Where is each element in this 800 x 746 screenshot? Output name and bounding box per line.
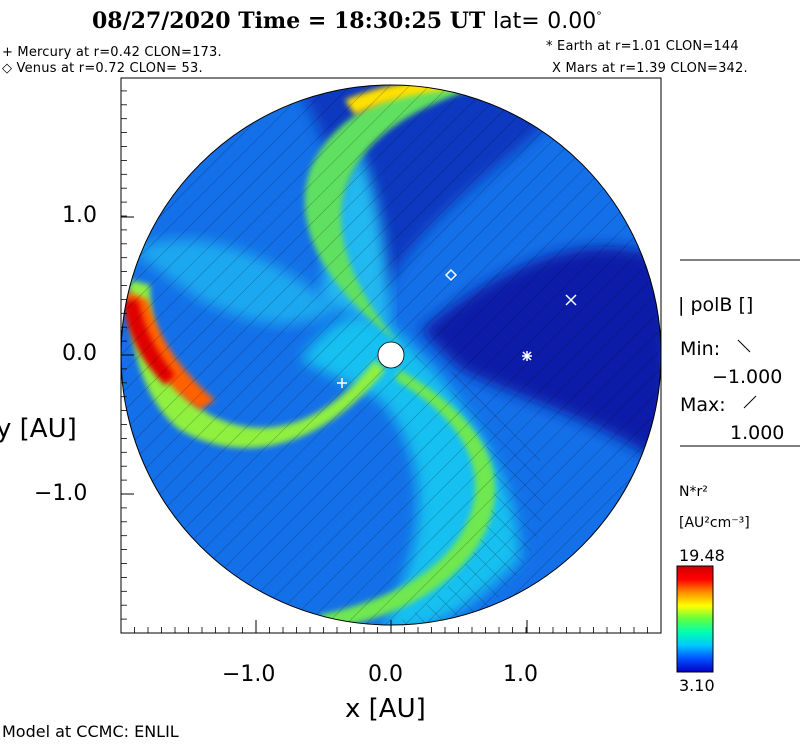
title-lat-unit: ° xyxy=(596,9,602,23)
min-value: −1.000 xyxy=(712,366,783,388)
colorbar-max-label: 19.48 xyxy=(679,546,725,565)
colorbar xyxy=(676,565,714,673)
venus-marker xyxy=(444,268,458,282)
x-tick-label: 0.0 xyxy=(368,662,403,687)
max-value: 1.000 xyxy=(730,422,785,444)
polarity-title: | polB [] xyxy=(678,294,754,316)
y-tick-label: −1.0 xyxy=(34,481,88,506)
earth-legend: * Earth at r=1.01 CLON=144 xyxy=(546,39,739,54)
plot-title: 08/27/2020 Time = 18:30:25 UT lat= 0.00° xyxy=(92,8,602,34)
x-tick-label: −1.0 xyxy=(222,662,276,687)
title-lat-value: 0.00 xyxy=(547,9,597,34)
y-tick-label: 0.0 xyxy=(62,341,97,366)
max-hatch-symbol xyxy=(743,395,757,409)
y-axis-label: y [AU] xyxy=(0,414,77,444)
title-time-label: Time = xyxy=(238,8,327,34)
mercury-marker xyxy=(337,378,347,388)
venus-legend: ◇ Venus at r=0.72 CLON= 53. xyxy=(2,61,203,76)
title-time: 18:30:25 UT xyxy=(333,8,486,34)
min-hatch-symbol xyxy=(737,339,751,353)
colorbar-label: N*r² xyxy=(679,484,708,500)
min-label: Min: xyxy=(680,338,721,360)
x-axis-label: x [AU] xyxy=(345,694,426,724)
max-label: Max: xyxy=(680,394,726,416)
model-credit: Model at CCMC: ENLIL xyxy=(2,722,179,741)
colorbar-min-label: 3.10 xyxy=(679,676,715,695)
mars-legend: X Mars at r=1.39 CLON=342. xyxy=(552,61,748,76)
mars-marker xyxy=(565,294,577,306)
title-lat-label: lat= xyxy=(492,9,540,34)
x-tick-label: 1.0 xyxy=(503,662,538,687)
sun-marker xyxy=(377,341,405,369)
y-tick-label: 1.0 xyxy=(62,203,97,228)
mercury-legend: + Mercury at r=0.42 CLON=173. xyxy=(2,45,222,60)
title-date: 08/27/2020 xyxy=(92,8,231,34)
earth-marker xyxy=(522,351,532,361)
colorbar-unit: [AU²cm⁻³] xyxy=(679,515,750,531)
